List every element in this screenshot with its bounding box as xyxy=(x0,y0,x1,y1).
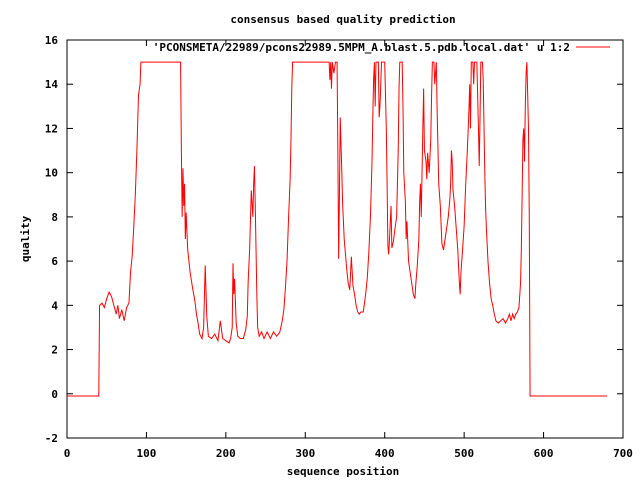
x-tick-label: 700 xyxy=(613,447,633,460)
y-tick-label: 12 xyxy=(45,122,58,135)
y-tick-label: 6 xyxy=(51,255,58,268)
legend-label: 'PCONSMETA/22989/pcons22989.5MPM_A.blast… xyxy=(153,41,570,54)
x-tick-label: 200 xyxy=(216,447,236,460)
y-tick-label: 8 xyxy=(51,211,58,224)
x-axis-label: sequence position xyxy=(287,465,400,478)
y-tick-label: 0 xyxy=(51,388,58,401)
tick-marks xyxy=(66,39,624,439)
chart-title: consensus based quality prediction xyxy=(230,13,455,26)
x-tick-label: 100 xyxy=(136,447,156,460)
x-tick-label: 300 xyxy=(295,447,315,460)
series-line-0 xyxy=(67,61,608,397)
plot-frame xyxy=(66,39,624,439)
data-series xyxy=(67,61,608,397)
y-axis-label: quality xyxy=(19,215,32,262)
x-tick-label: 0 xyxy=(64,447,71,460)
y-tick-label: 14 xyxy=(45,78,59,91)
y-tick-labels: -2 0 2 4 6 8 10 12 14 16 xyxy=(45,34,59,445)
y-tick-label: -2 xyxy=(45,432,58,445)
x-tick-label: 600 xyxy=(534,447,554,460)
y-tick-label: 10 xyxy=(45,167,58,180)
x-tick-label: 400 xyxy=(375,447,395,460)
y-tick-label: 4 xyxy=(51,299,58,312)
legend: 'PCONSMETA/22989/pcons22989.5MPM_A.blast… xyxy=(153,41,610,54)
x-tick-label: 500 xyxy=(454,447,474,460)
y-tick-label: 2 xyxy=(51,344,58,357)
y-tick-label: 16 xyxy=(45,34,59,47)
x-tick-labels: 0 100 200 300 400 500 600 700 xyxy=(64,447,633,460)
